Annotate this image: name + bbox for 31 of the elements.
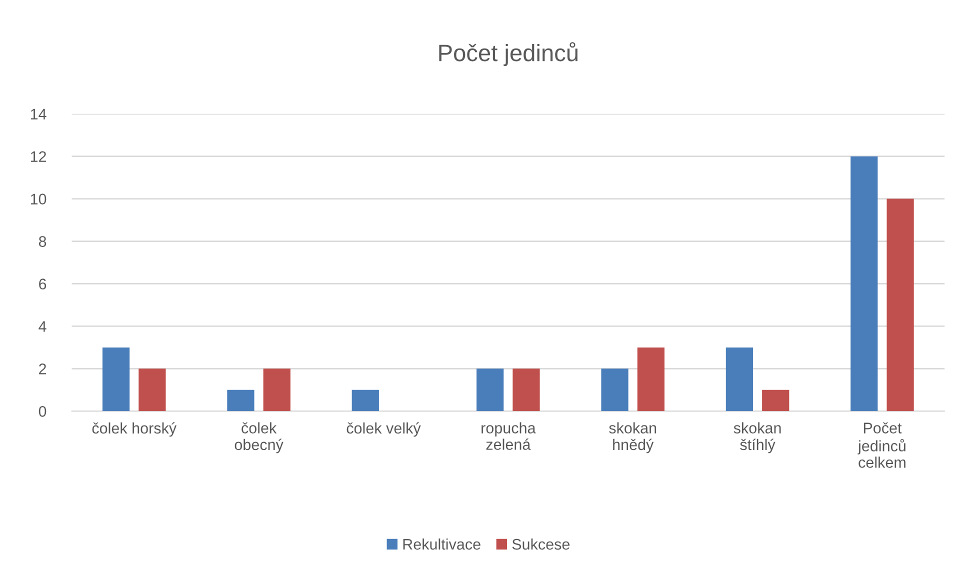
- y-tick-label: 4: [38, 321, 46, 332]
- bar: [263, 368, 290, 412]
- y-tick-label: 12: [30, 151, 46, 162]
- legend-label: Rekultivace: [403, 538, 480, 550]
- x-tick-label: Počet jedinců celkem: [858, 422, 906, 468]
- x-tick-label: čolek obecný: [234, 422, 284, 454]
- y-tick-label: 2: [39, 364, 46, 374]
- y-tick-label: 0: [38, 406, 46, 417]
- x-tick-label: čolek velký: [346, 422, 421, 437]
- y-tick-label: 6: [39, 278, 46, 290]
- bar: [886, 198, 914, 412]
- legend-label: Sukcese: [512, 538, 570, 550]
- x-tick-label: skokan hnědý: [609, 422, 656, 454]
- bar: [637, 347, 664, 412]
- x-tick-label: skokan štíhlý: [734, 422, 781, 454]
- y-tick-label: 10: [30, 194, 46, 204]
- bar: [850, 156, 878, 412]
- bar: [726, 347, 754, 412]
- bar: [601, 368, 628, 412]
- bar: [512, 368, 540, 412]
- bar: [762, 390, 790, 412]
- y-tick-label: 14: [30, 108, 46, 120]
- bar: [227, 390, 254, 412]
- bar: [476, 368, 504, 412]
- x-tick-label: ropucha zelená: [482, 422, 536, 450]
- bar: [102, 347, 130, 412]
- bar: [352, 390, 379, 412]
- bar: [138, 368, 166, 412]
- chart-title: Počet jedinců: [439, 42, 578, 66]
- y-tick-label: 8: [38, 236, 46, 247]
- x-tick-label: čolek horský: [92, 422, 177, 437]
